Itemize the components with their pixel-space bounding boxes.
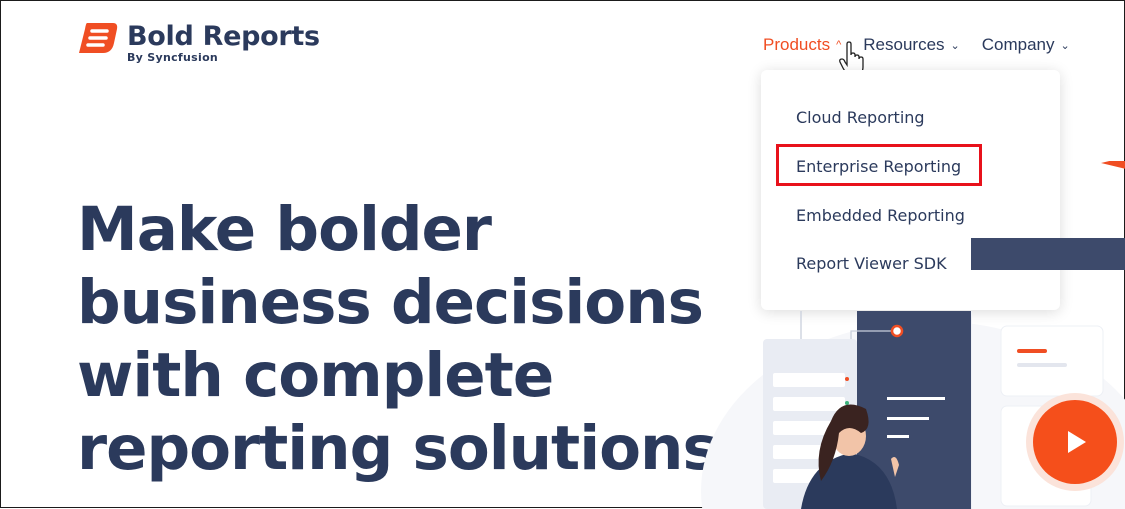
hero-illustration xyxy=(701,161,1125,509)
bold-reports-logo-icon xyxy=(79,23,118,53)
hand-pointer-icon xyxy=(839,41,864,76)
chevron-up-icon: ^ xyxy=(836,39,842,51)
hero-line: reporting solutions xyxy=(77,413,719,484)
products-dropdown-menu: Cloud Reporting Enterprise Reporting Emb… xyxy=(761,70,1060,310)
menu-item-enterprise-reporting[interactable]: Enterprise Reporting xyxy=(796,157,962,176)
nav-company-label: Company xyxy=(981,35,1055,54)
top-nav: Products ^ Resources ⌄ Company ⌄ xyxy=(763,35,1092,55)
nav-resources-label: Resources xyxy=(863,35,945,54)
menu-item-report-viewer-sdk[interactable]: Report Viewer SDK xyxy=(796,254,947,273)
brand-title: Bold Reports xyxy=(127,21,320,52)
nav-products-label: Products xyxy=(763,35,831,54)
hero-line: business decisions xyxy=(77,267,704,338)
brand-logo[interactable]: Bold Reports By Syncfusion xyxy=(77,21,320,64)
play-video-button[interactable] xyxy=(1026,393,1124,491)
nav-resources[interactable]: Resources ⌄ xyxy=(863,35,959,55)
hero-line: Make bolder xyxy=(77,194,492,265)
play-button-circle xyxy=(1033,400,1117,484)
brand-subtitle: By Syncfusion xyxy=(127,51,219,64)
nav-company[interactable]: Company ⌄ xyxy=(982,35,1070,55)
play-icon xyxy=(1068,431,1086,453)
menu-item-embedded-reporting[interactable]: Embedded Reporting xyxy=(796,206,965,225)
nav-products[interactable]: Products ^ xyxy=(763,35,841,55)
hero-heading: Make bolder business decisions with comp… xyxy=(77,193,719,485)
chevron-down-icon: ⌄ xyxy=(950,39,960,52)
menu-item-cloud-reporting[interactable]: Cloud Reporting xyxy=(796,108,925,127)
chevron-down-icon: ⌄ xyxy=(1060,39,1070,52)
hero-line: with complete xyxy=(77,340,554,411)
